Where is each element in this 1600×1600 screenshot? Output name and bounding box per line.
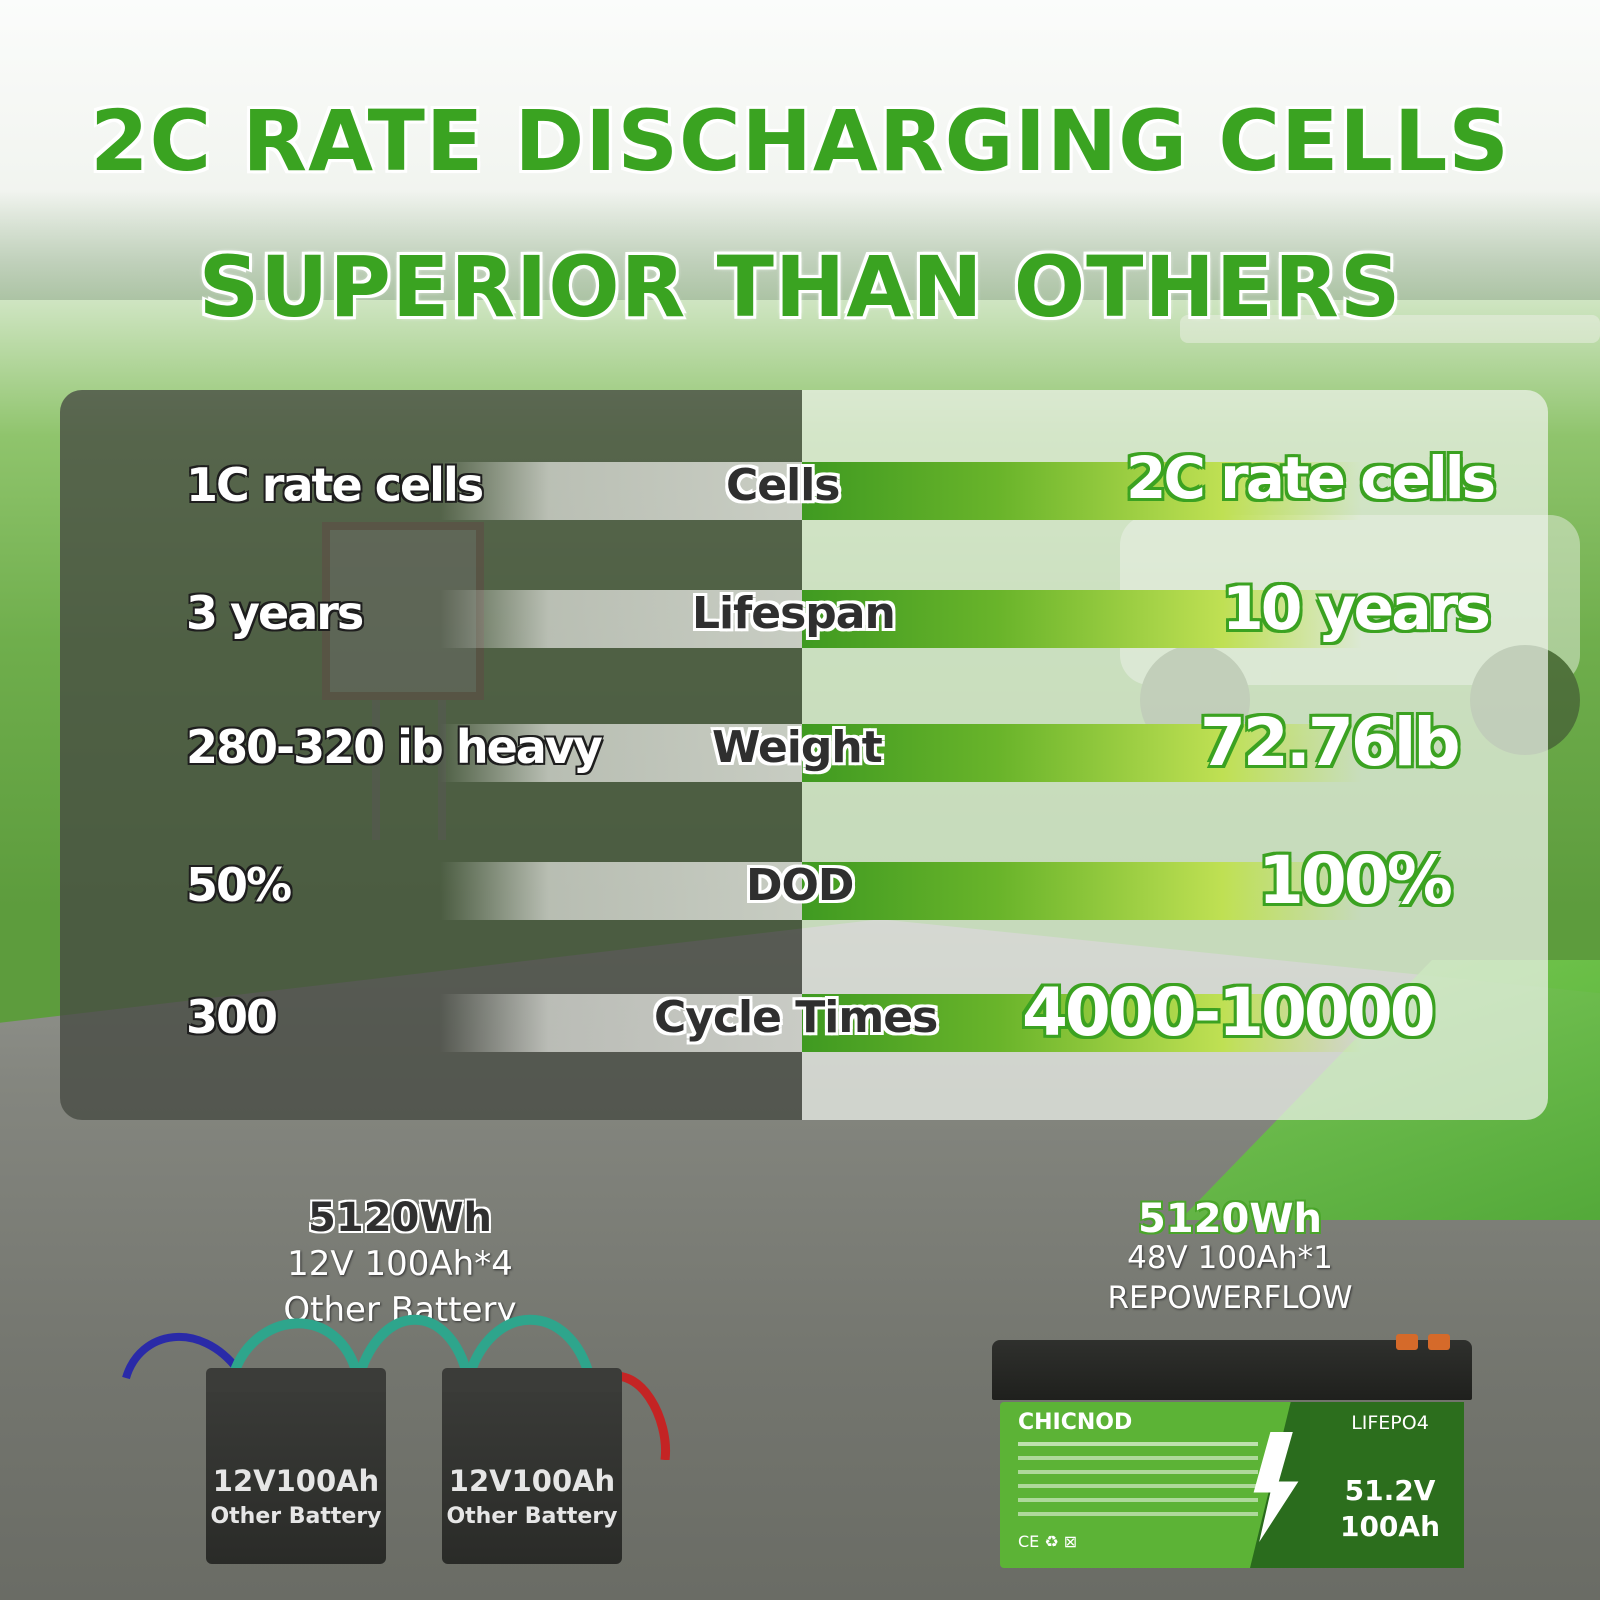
teal-cable	[353, 1314, 473, 1382]
ours-value: 72.76lb	[1200, 704, 1461, 781]
comparison-row-weight: 280-320 ib heavy Weight 72.76lb	[0, 704, 1600, 784]
comparison-row-cycle-times: 300 Cycle Times 4000-10000	[0, 974, 1600, 1054]
battery-cables	[122, 1314, 671, 1460]
other-energy-label: 5120Wh	[308, 1195, 492, 1241]
headline-line-1: 2C RATE DISCHARGING CELLS	[90, 92, 1510, 190]
ours-energy-label: 5120Wh	[1138, 1196, 1322, 1242]
cert-marks: CE ♻ ⊠	[1018, 1532, 1078, 1551]
battery-terminal	[1428, 1334, 1450, 1350]
battery-spec-panel	[1310, 1402, 1464, 1568]
battery-voltage-label: 12V100Ah	[212, 1464, 380, 1498]
ours-bar	[802, 862, 1362, 920]
battery-name-label: Other Battery	[446, 1504, 618, 1529]
battery-label-face: CHICNOD CE ♻ ⊠ LIFEPO4 51.2V 100Ah	[1000, 1402, 1464, 1568]
other-config-label: 12V 100Ah*4	[287, 1244, 513, 1284]
other-value: 3 years	[186, 586, 364, 640]
battery-voltage: 51.2V	[1344, 1474, 1436, 1507]
ours-value: 10 years	[1222, 574, 1491, 644]
ours-bar	[802, 994, 1362, 1052]
spec-table	[1018, 1442, 1258, 1446]
ours-value: 2C rate cells	[1126, 444, 1496, 512]
other-bar	[440, 724, 802, 782]
battery-chemistry: LIFEPO4	[1351, 1412, 1429, 1434]
teal-cable	[463, 1314, 595, 1382]
metric-label: Lifespan	[692, 588, 896, 639]
ours-bar	[802, 724, 1362, 782]
comparison-row-dod: 50% DOD 100%	[0, 842, 1600, 922]
comparison-row-cells: 1C rate cells Cells 2C rate cells	[0, 444, 1600, 522]
other-value: 1C rate cells	[186, 458, 484, 512]
teal-cable	[227, 1318, 363, 1382]
battery-capacity: 100Ah	[1339, 1510, 1441, 1543]
comparison-row-lifespan: 3 years Lifespan 10 years	[0, 574, 1600, 650]
battery-lid	[992, 1340, 1472, 1400]
tree-line	[0, 190, 1600, 320]
battery-top	[206, 1368, 386, 1392]
ours-config-label: 48V 100Ah*1	[1127, 1240, 1333, 1276]
metric-label: Cells	[726, 460, 840, 511]
battery-brand: CHICNOD	[1018, 1410, 1133, 1435]
other-battery: 12V100Ah Other Battery	[206, 1368, 386, 1564]
other-bar	[440, 862, 802, 920]
blue-cable	[122, 1333, 242, 1380]
metric-label: Weight	[712, 722, 883, 773]
ours-bar	[802, 590, 1362, 648]
ours-value: 100%	[1258, 842, 1453, 919]
battery-voltage-label: 12V100Ah	[448, 1464, 616, 1498]
other-value: 50%	[186, 858, 292, 912]
headline-line-2: SUPERIOR THAN OTHERS	[198, 238, 1402, 336]
other-bar	[440, 462, 802, 520]
battery-top	[442, 1368, 622, 1392]
battery-name-label: Other Battery	[210, 1504, 382, 1529]
ours-value: 4000-10000	[1022, 974, 1436, 1051]
other-bar	[440, 590, 802, 648]
ours-bar	[802, 462, 1362, 520]
other-value: 280-320 ib heavy	[186, 720, 603, 774]
other-bar	[440, 994, 802, 1052]
lifepo4-battery: CHICNOD CE ♻ ⊠ LIFEPO4 51.2V 100Ah	[992, 1334, 1472, 1570]
metric-label: DOD	[746, 860, 854, 911]
cart-roof	[1180, 315, 1600, 343]
ours-name-label: REPOWERFLOW	[1107, 1280, 1353, 1316]
other-value: 300	[186, 990, 278, 1044]
metric-label: Cycle Times	[654, 992, 938, 1043]
other-battery: 12V100Ah Other Battery	[442, 1368, 622, 1564]
battery-terminal	[1396, 1334, 1418, 1350]
